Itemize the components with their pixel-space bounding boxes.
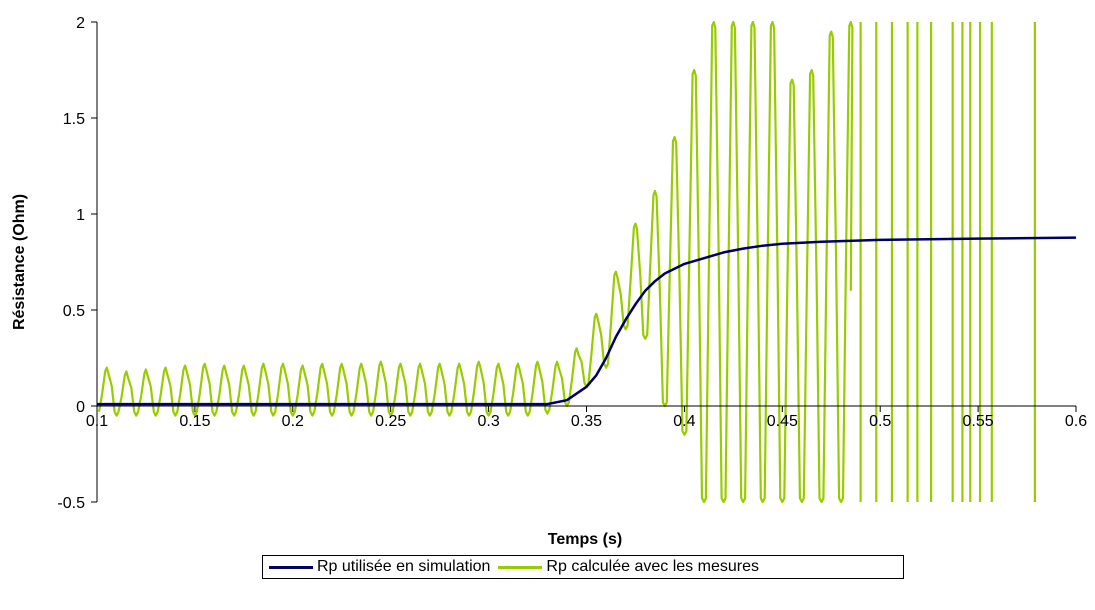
x-tick-label: 0.6 [1065,413,1087,430]
y-tick-label: 1 [76,207,85,224]
legend-swatch-measures [498,565,543,569]
x-tick-label: 0.1 [86,413,108,430]
legend-label-measures: Rp calculée avec les mesures [546,558,759,575]
legend-item-measures: Rp calculée avec les mesures [498,558,759,576]
axes-layer: 2 1.5 1 0.5 0 -0.5 0.1 0.15 0.2 0.25 0.3 0.35 0.4 0.4… [57,15,1087,512]
x-tick-label: 0.45 [767,413,798,430]
x-tick-label: 0.35 [571,413,602,430]
y-tick-label: -0.5 [57,495,85,512]
legend-label-simulation: Rp utilisée en simulation [317,558,491,575]
series-measured-line [97,21,854,503]
legend: Rp utilisée en simulation Rp calculée av… [262,555,904,579]
x-tick-label: 0.3 [477,413,499,430]
y-axis-title: Résistance (Ohm) [11,194,28,330]
x-tick-label: 0.55 [963,413,994,430]
legend-swatch-simulation [269,565,313,569]
y-tick-label: 1.5 [63,111,85,128]
x-axis-title: Temps (s) [548,531,622,548]
x-tick-label: 0.4 [673,413,695,430]
legend-item-simulation: Rp utilisée en simulation [269,558,490,576]
x-tick-label: 0.5 [869,413,891,430]
series-simulation-line [97,236,1077,406]
y-tick-label: 0 [76,399,85,416]
series-layer [97,21,1077,503]
y-tick-label: 2 [76,15,85,32]
x-tick-label: 0.25 [375,413,406,430]
x-tick-label: 0.15 [179,413,210,430]
x-tick-label: 0.2 [282,413,304,430]
y-tick-label: 0.5 [63,303,85,320]
